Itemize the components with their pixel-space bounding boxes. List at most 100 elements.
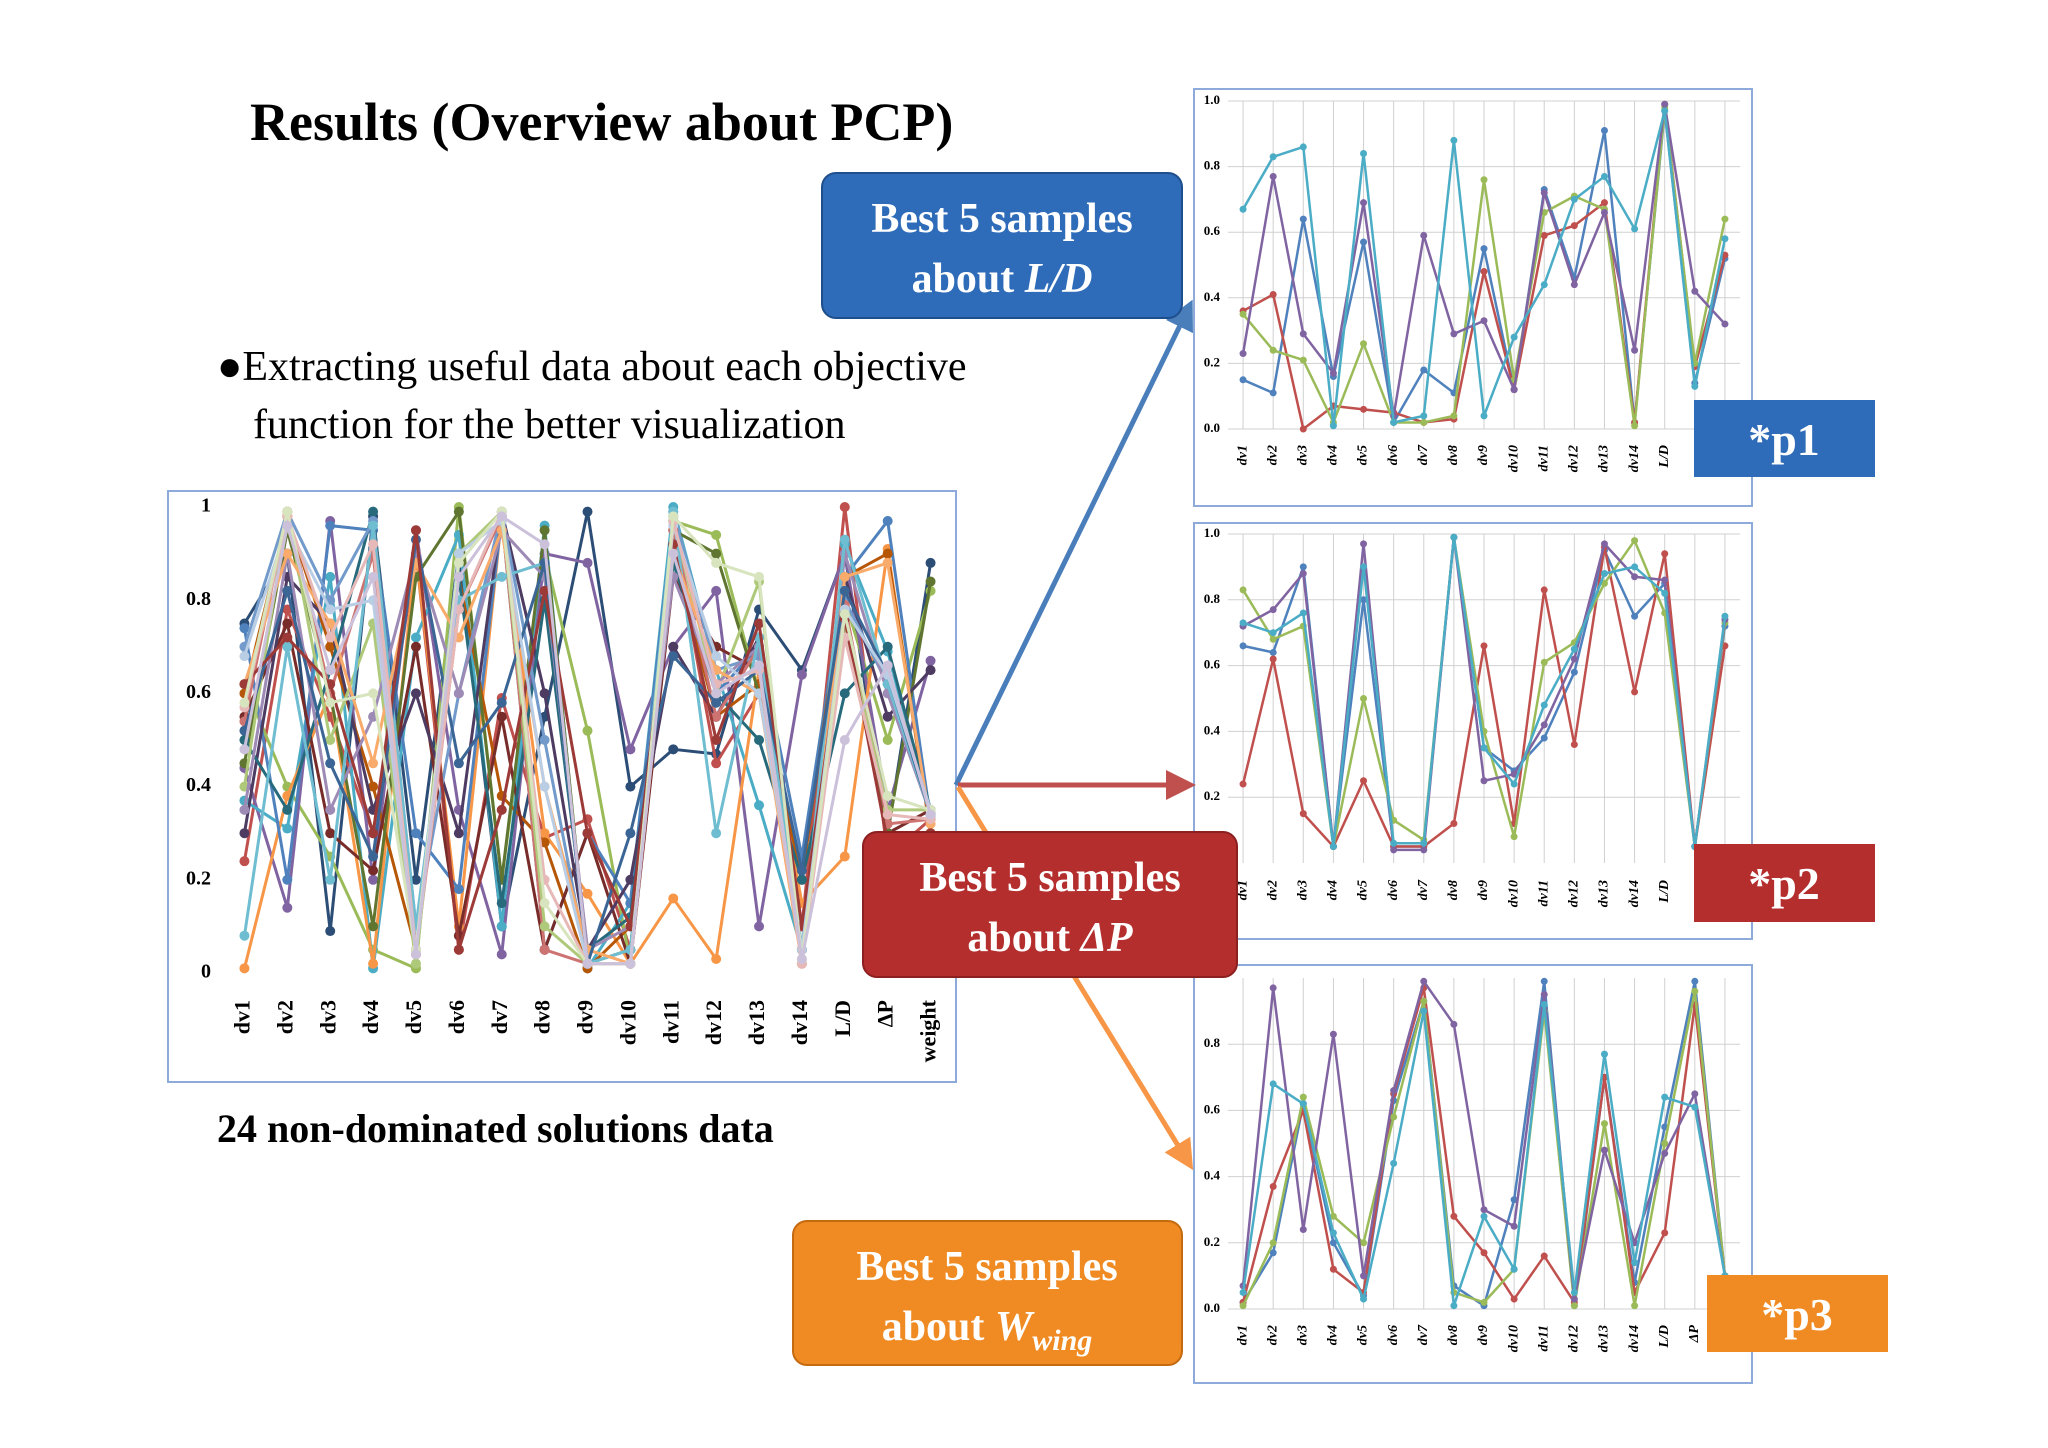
x-tick-label: dv13 bbox=[1597, 445, 1612, 472]
data-point bbox=[1600, 1120, 1608, 1128]
data-point bbox=[239, 744, 250, 755]
data-point bbox=[839, 585, 850, 596]
data-point bbox=[496, 898, 507, 909]
data-point bbox=[1600, 540, 1608, 548]
y-tick-label: 1 bbox=[201, 495, 211, 517]
data-point bbox=[1390, 1159, 1398, 1167]
data-point bbox=[239, 963, 250, 974]
data-point bbox=[839, 851, 850, 862]
data-point bbox=[368, 520, 379, 531]
data-point bbox=[754, 660, 765, 671]
data-point bbox=[1239, 586, 1247, 594]
data-point bbox=[1360, 540, 1368, 548]
data-point bbox=[882, 557, 893, 568]
data-point bbox=[325, 641, 336, 652]
data-point bbox=[796, 954, 807, 965]
callout-emph: L/D bbox=[1024, 256, 1093, 302]
data-point bbox=[1661, 107, 1669, 115]
data-point bbox=[1239, 205, 1247, 213]
data-point bbox=[410, 949, 421, 960]
data-point bbox=[711, 828, 722, 839]
data-point bbox=[453, 548, 464, 559]
y-tick-label: 0.8 bbox=[1204, 158, 1221, 173]
data-point bbox=[668, 651, 679, 662]
data-point bbox=[1360, 405, 1368, 413]
data-point bbox=[1269, 1080, 1277, 1088]
data-point bbox=[1600, 569, 1608, 577]
callout bbox=[792, 1220, 1183, 1366]
x-tick-label: dv2 bbox=[1265, 1325, 1280, 1345]
data-point bbox=[625, 958, 636, 969]
x-tick-label: weight bbox=[916, 999, 941, 1062]
data-point bbox=[839, 534, 850, 545]
data-point bbox=[1691, 977, 1699, 985]
data-point bbox=[1631, 612, 1639, 620]
callout bbox=[862, 831, 1238, 978]
data-point bbox=[1570, 1288, 1578, 1296]
data-point bbox=[1299, 143, 1307, 151]
data-point bbox=[1329, 1239, 1337, 1247]
data-point bbox=[239, 697, 250, 708]
data-point bbox=[1721, 320, 1729, 328]
data-point bbox=[1691, 1103, 1699, 1111]
x-tick-label: dv6 bbox=[444, 1000, 469, 1034]
x-tick-label: dv11 bbox=[658, 1000, 683, 1044]
data-point bbox=[1269, 648, 1277, 656]
data-point bbox=[1480, 777, 1488, 785]
data-point bbox=[325, 697, 336, 708]
data-point bbox=[1570, 645, 1578, 653]
callout-text: about bbox=[882, 1304, 985, 1350]
y-tick-label: 0.2 bbox=[186, 867, 211, 889]
data-point bbox=[1390, 1087, 1398, 1095]
data-point bbox=[1480, 642, 1488, 650]
data-point bbox=[711, 651, 722, 662]
data-point bbox=[410, 525, 421, 536]
data-point bbox=[1570, 668, 1578, 676]
x-tick-label: dv6 bbox=[1386, 1325, 1401, 1345]
x-tick-label: dv8 bbox=[1446, 880, 1461, 900]
y-tick-label: 0.2 bbox=[1204, 354, 1220, 369]
data-point bbox=[625, 828, 636, 839]
data-point bbox=[754, 921, 765, 932]
bullet-line: ●Extracting useful data about each objec… bbox=[217, 344, 967, 390]
data-point bbox=[1239, 310, 1247, 318]
data-point bbox=[1329, 1229, 1337, 1237]
data-point bbox=[1269, 291, 1277, 299]
data-point bbox=[1480, 412, 1488, 420]
data-point bbox=[1239, 1302, 1247, 1310]
data-point bbox=[1269, 153, 1277, 161]
x-tick-label: dv12 bbox=[701, 1000, 726, 1045]
data-point bbox=[282, 902, 293, 913]
x-tick-label: dv7 bbox=[1416, 444, 1431, 465]
data-point bbox=[882, 735, 893, 745]
data-point bbox=[453, 506, 464, 517]
x-tick-label: dv6 bbox=[1386, 880, 1401, 900]
data-point bbox=[539, 735, 550, 745]
x-tick-label: dv9 bbox=[1476, 445, 1491, 465]
data-point bbox=[239, 856, 250, 867]
data-point bbox=[325, 926, 336, 937]
data-point bbox=[882, 641, 893, 652]
data-point bbox=[1600, 209, 1608, 217]
data-point bbox=[1239, 376, 1247, 384]
data-point bbox=[496, 949, 507, 960]
x-tick-label: dv1 bbox=[1235, 1325, 1250, 1345]
data-point bbox=[1450, 136, 1458, 144]
data-point bbox=[368, 865, 379, 876]
data-point bbox=[1480, 1298, 1488, 1306]
y-tick-label: 1.0 bbox=[1204, 92, 1220, 107]
data-point bbox=[239, 930, 250, 941]
data-point bbox=[882, 711, 893, 722]
data-point bbox=[1450, 412, 1458, 420]
data-point bbox=[1691, 1090, 1699, 1098]
y-tick-label: 0.8 bbox=[1204, 591, 1221, 606]
data-point bbox=[282, 618, 293, 629]
y-tick-label: 0.4 bbox=[1204, 1168, 1221, 1183]
callout-text: Best 5 samples bbox=[856, 1244, 1117, 1290]
data-point bbox=[282, 548, 293, 559]
data-point bbox=[1480, 176, 1488, 184]
data-point bbox=[325, 758, 336, 769]
data-point bbox=[925, 576, 936, 587]
data-point bbox=[325, 604, 336, 615]
